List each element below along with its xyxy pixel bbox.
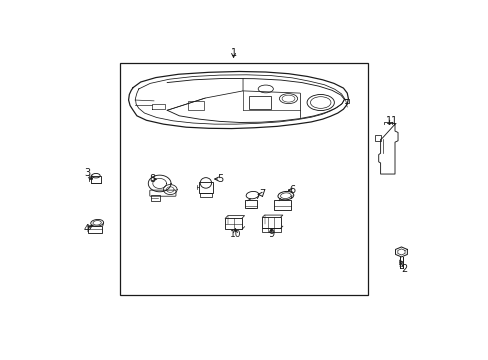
Bar <box>248 96 271 109</box>
Text: 3: 3 <box>83 168 90 179</box>
Text: 1: 1 <box>230 48 236 58</box>
Bar <box>374 135 380 141</box>
Bar <box>91 176 101 183</box>
Text: 6: 6 <box>288 185 295 195</box>
Bar <box>225 219 242 229</box>
Bar <box>199 183 212 193</box>
Bar <box>262 217 280 228</box>
Text: 9: 9 <box>268 229 274 239</box>
Text: 10: 10 <box>229 230 241 239</box>
Text: 4: 4 <box>83 224 90 234</box>
Bar <box>188 102 203 110</box>
Text: 5: 5 <box>217 174 223 184</box>
Bar <box>262 228 280 232</box>
Text: 11: 11 <box>385 116 397 126</box>
Text: 2: 2 <box>400 264 407 274</box>
Text: 8: 8 <box>149 174 156 184</box>
Bar <box>274 200 290 210</box>
Bar <box>120 63 367 296</box>
Bar <box>244 200 256 208</box>
Bar <box>200 193 211 197</box>
Bar <box>88 226 102 233</box>
Bar <box>150 195 160 201</box>
Text: 7: 7 <box>258 189 264 199</box>
